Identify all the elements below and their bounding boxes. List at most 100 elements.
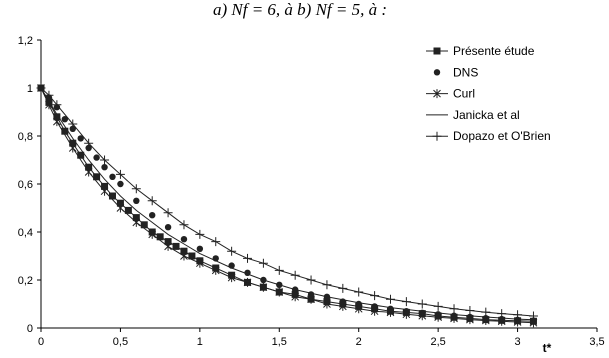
data-point [180,236,188,243]
data-point [417,299,427,309]
marker-asterisk [227,273,236,283]
data-point [68,143,77,153]
data-point [513,310,523,320]
marker-circle [93,154,100,161]
marker-asterisk [148,229,157,239]
marker-plus [84,138,94,148]
marker-square [124,206,132,214]
y-tick-label: 0,2 [18,275,33,287]
marker-circle [85,144,92,152]
plot-area [36,83,538,328]
marker-asterisk [307,294,315,304]
data-point [307,294,315,304]
marker-asterisk [100,186,109,196]
data-point [164,238,172,246]
legend: Présente étude DNS Curl Janicka et al Dopazo… [426,44,551,143]
data-point [85,163,93,171]
marker-plus [147,196,157,206]
data-point [465,305,475,315]
marker-plus [36,83,46,93]
x-tick-label: 0,5 [113,336,128,348]
marker-asterisk [370,306,379,316]
marker-circle [164,224,172,231]
data-point [528,311,538,321]
data-point [227,246,237,256]
legend-entry: Curl [426,87,475,101]
data-point [93,173,101,181]
marker-square [172,242,180,250]
data-point [258,258,268,268]
data-point [354,304,363,314]
marker-square [101,182,109,190]
data-point [132,217,141,227]
marker-asterisk [180,251,188,261]
marker-asterisk [434,312,442,322]
y-tick-label: 0,8 [18,131,33,143]
marker-square [156,233,164,241]
marker-circle [149,212,156,219]
data-point [164,224,172,231]
marker-square [140,221,148,229]
y-tick-label: 0,4 [18,227,33,239]
data-point [172,242,180,250]
marker-circle [77,135,84,142]
legend-label: Janicka et al [453,108,520,122]
data-point [133,197,140,204]
legend-entry: Dopazo et O'Brien [426,129,551,143]
marker-square [433,47,441,55]
data-point [101,164,108,171]
data-point [84,138,94,148]
marker-asterisk [338,301,347,311]
series-4 [36,83,538,321]
series-line [40,87,534,321]
marker-plus [481,307,491,317]
data-point [131,184,141,194]
marker-plus [370,291,380,301]
marker-plus [195,229,205,239]
data-point [164,241,172,251]
data-point [211,265,220,275]
marker-plus [433,301,443,311]
marker-asterisk [211,265,220,275]
marker-circle [109,173,116,180]
data-point [69,125,76,132]
legend-label: Curl [453,87,475,101]
data-point [85,144,92,152]
legend-entry: DNS [433,65,478,79]
marker-square [108,192,116,200]
marker-plus [115,169,125,179]
marker-plus [385,294,395,304]
data-point [322,280,332,290]
y-tick-label: 0 [27,323,33,335]
data-point [338,283,348,293]
data-point [179,220,189,230]
x-tick-label: 2,5 [430,336,445,348]
legend-entry: Janicka et al [426,108,520,122]
data-point [68,119,78,129]
marker-plus [432,131,442,141]
data-point [100,186,109,196]
data-point [354,287,364,297]
marker-asterisk [291,292,300,302]
marker-plus [449,304,459,314]
marker-square [132,214,140,222]
marker-plus [100,155,110,165]
data-point [53,113,61,121]
data-point [386,307,395,317]
data-point [196,245,204,252]
marker-plus [465,305,475,315]
data-point [275,287,284,297]
marker-asterisk [116,203,125,213]
data-point [180,251,188,261]
data-point [148,229,157,239]
marker-asterisk [196,258,204,268]
data-point [481,316,490,326]
marker-plus [211,237,221,247]
marker-asterisk [259,282,268,292]
marker-asterisk [450,313,458,323]
legend-label: DNS [453,65,478,79]
data-point [188,252,196,260]
marker-asterisk [164,241,172,251]
y-tick-label: 1 [27,83,33,95]
